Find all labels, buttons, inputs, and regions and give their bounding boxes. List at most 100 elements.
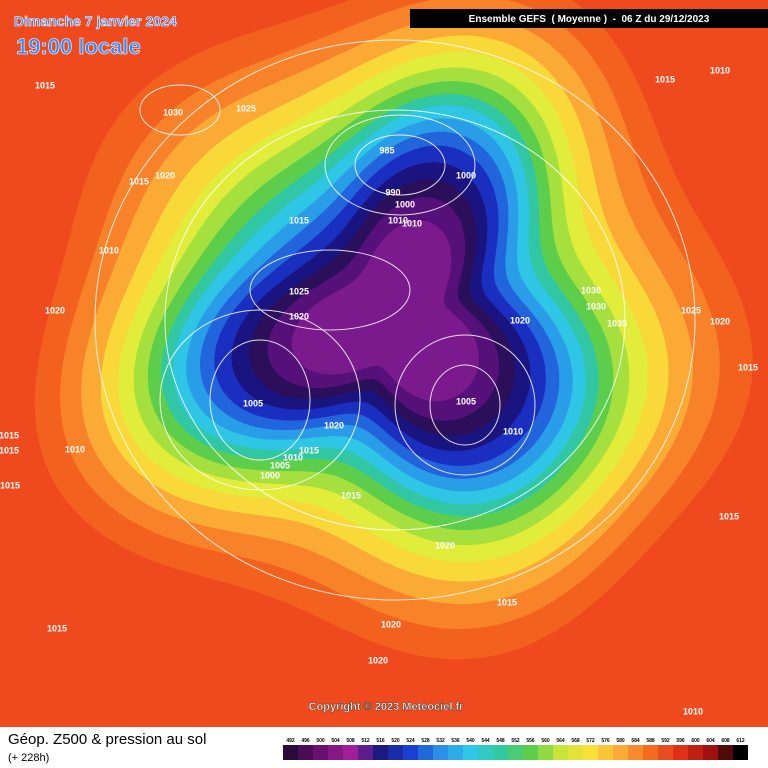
scale-tick-label: 496 xyxy=(301,738,310,744)
isobar-label: 1010 xyxy=(388,215,408,225)
scale-swatch xyxy=(298,745,313,760)
scale-swatch xyxy=(493,745,508,760)
isobar-label: 1030 xyxy=(163,107,183,117)
isobar-label: 1035 xyxy=(607,318,627,328)
isobar-label: 1015 xyxy=(129,176,149,186)
scale-swatch xyxy=(718,745,733,760)
isobar-label: 1020 xyxy=(435,540,455,550)
scale-swatch xyxy=(568,745,583,760)
isobar-label: 1020 xyxy=(381,619,401,629)
scale-tick-label: 560 xyxy=(541,738,550,744)
scale-tick-label: 604 xyxy=(706,738,715,744)
isobar-label: 1000 xyxy=(456,170,476,180)
scale-tick-label: 536 xyxy=(451,738,460,744)
color-scale: 492 496 500 504 508 512 516 520 524 528 532 536 540 5… xyxy=(283,738,748,760)
scale-tick-label: 520 xyxy=(391,738,400,744)
isobar-label: 1015 xyxy=(497,597,517,607)
isobar-label: 1015 xyxy=(719,511,739,521)
scale-tick-label: 508 xyxy=(346,738,355,744)
isobar xyxy=(354,134,446,196)
isobar-label: 1005 xyxy=(456,396,476,406)
scale-tick-label: 524 xyxy=(406,738,415,744)
scale-swatch xyxy=(343,745,358,760)
scale-swatch xyxy=(733,745,748,760)
isobar-label: 1020 xyxy=(510,315,530,325)
scale-tick-label: 588 xyxy=(646,738,655,744)
scale-tick-label: 596 xyxy=(676,738,685,744)
time-label: 19:00 locale xyxy=(16,34,141,59)
isobar-label: 1015 xyxy=(341,490,361,500)
footer-title: Géop. Z500 & pression au sol xyxy=(8,731,206,748)
scale-tick-label: 512 xyxy=(361,738,370,744)
scale-swatch xyxy=(523,745,538,760)
isobar xyxy=(209,339,311,461)
isobar-label: 1005 xyxy=(243,398,263,408)
scale-swatch xyxy=(463,745,478,760)
isobar xyxy=(394,334,536,476)
scale-swatch xyxy=(358,745,373,760)
height-band xyxy=(291,220,479,402)
scale-swatch xyxy=(688,745,703,760)
scale-tick-label: 552 xyxy=(511,738,520,744)
lead-time: (+ 228h) xyxy=(8,752,49,764)
isobar-label: 1025 xyxy=(289,286,309,296)
scale-swatch xyxy=(583,745,598,760)
scale-swatch xyxy=(643,745,658,760)
scale-swatch xyxy=(403,745,418,760)
isobar-label: 1020 xyxy=(155,170,175,180)
isobar-label: 1020 xyxy=(368,655,388,665)
scale-swatch xyxy=(373,745,388,760)
scale-tick-label: 548 xyxy=(496,738,505,744)
scale-tick-label: 492 xyxy=(286,738,295,744)
isobar xyxy=(324,114,476,216)
scale-swatch xyxy=(313,745,328,760)
isobar xyxy=(164,109,626,531)
isobar-label: 1010 xyxy=(283,452,303,462)
scale-swatch xyxy=(283,745,298,760)
isobar-label: 1010 xyxy=(710,65,730,75)
isobar-label: 1015 xyxy=(35,80,55,90)
scale-tick-label: 608 xyxy=(721,738,730,744)
copyright: Copyright © 2023 Meteociel.fr xyxy=(309,701,465,713)
scale-swatch xyxy=(418,745,433,760)
isobar-label: 1030 xyxy=(581,285,601,295)
scale-tick-label: 540 xyxy=(466,738,475,744)
scale-swatch xyxy=(628,745,643,760)
scale-tick-label: 600 xyxy=(691,738,700,744)
isobar-label: 1025 xyxy=(681,305,701,315)
isobar-label: 1000 xyxy=(395,199,415,209)
scale-tick-label: 572 xyxy=(586,738,595,744)
scale-tick-label: 528 xyxy=(421,738,430,744)
isobar xyxy=(139,84,221,136)
isobar-label: 1020 xyxy=(324,420,344,430)
isobars xyxy=(94,39,696,601)
scale-swatch xyxy=(553,745,568,760)
isobar xyxy=(249,249,411,331)
isobar-label: 1020 xyxy=(289,311,309,321)
scale-swatch xyxy=(328,745,343,760)
isobar-label: 1020 xyxy=(710,316,730,326)
scale-swatch xyxy=(538,745,553,760)
scale-swatch xyxy=(508,745,523,760)
height-field xyxy=(34,0,753,660)
isobar-label: 1010 xyxy=(683,706,703,716)
scale-tick-label: 532 xyxy=(436,738,445,744)
isobar-label: 1015 xyxy=(299,445,319,455)
date-label: Dimanche 7 janvier 2024 xyxy=(14,13,177,29)
scale-swatch xyxy=(703,745,718,760)
run-label: Ensemble GEFS ( Moyenne ) - 06 Z du 29/1… xyxy=(469,14,710,25)
scale-tick-label: 504 xyxy=(331,738,340,744)
isobar-label: 1015 xyxy=(655,74,675,84)
scale-tick-label: 516 xyxy=(376,738,385,744)
isobar-label: 1010 xyxy=(65,444,85,454)
isobar-label: 1015 xyxy=(47,623,67,633)
scale-swatch xyxy=(478,745,493,760)
isobar-label: 1015 xyxy=(738,362,758,372)
isobar-label: 990 xyxy=(385,187,400,197)
isobar-label: 1015 xyxy=(0,445,19,455)
isobar-label: 1005 xyxy=(270,460,290,470)
isobar-label: 1010 xyxy=(99,245,119,255)
scale-swatch xyxy=(613,745,628,760)
scale-swatch xyxy=(658,745,673,760)
